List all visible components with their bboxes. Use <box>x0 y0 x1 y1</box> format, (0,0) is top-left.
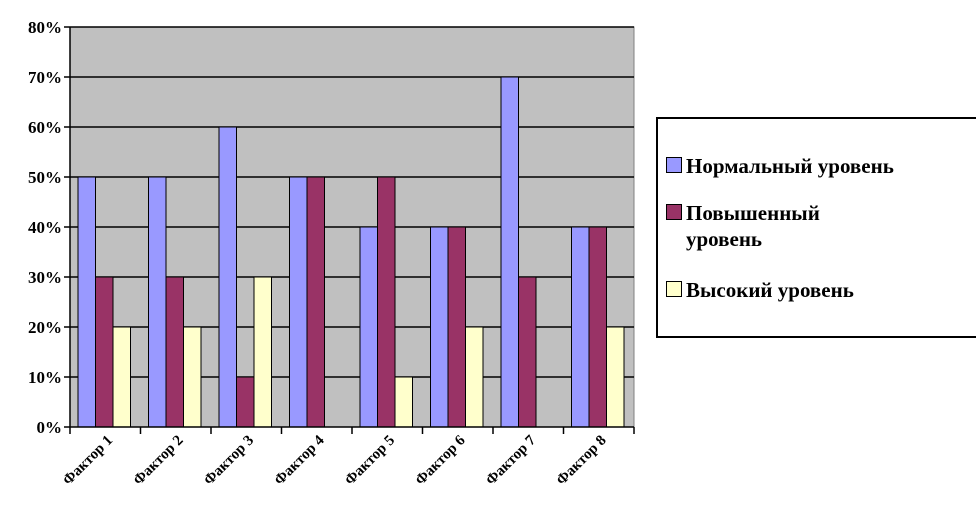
bar <box>377 176 396 428</box>
bar <box>148 176 167 428</box>
legend-swatch-normal <box>666 157 682 173</box>
bar <box>112 326 131 428</box>
bar <box>465 326 484 428</box>
x-category-label: Фактор 3 <box>201 433 257 489</box>
bar <box>447 226 466 428</box>
y-tick-label: 40% <box>28 218 62 237</box>
y-axis-ticks: 0% 10% 20% 30% 40% 50% 60% 70% 80% <box>28 18 70 437</box>
y-tick-label: 80% <box>28 18 62 37</box>
bar <box>95 276 114 428</box>
legend-item-normal: Нормальный уровень <box>666 153 976 179</box>
legend-item-elevated: Повышенный уровень <box>666 200 876 252</box>
x-category-label: Фактор 1 <box>60 433 116 489</box>
bar <box>430 226 449 428</box>
legend: Нормальный уровень Повышенный уровень Вы… <box>656 117 976 338</box>
bar <box>218 126 237 428</box>
bar <box>588 226 607 428</box>
bar <box>571 226 590 428</box>
y-tick-label: 30% <box>28 268 62 287</box>
bar <box>236 376 255 428</box>
x-category-label: Фактор 2 <box>131 433 187 489</box>
y-tick-label: 70% <box>28 68 62 87</box>
legend-label-elevated: Повышенный уровень <box>686 201 820 251</box>
bars <box>77 76 625 428</box>
bar <box>77 176 96 428</box>
x-category-label: Фактор 5 <box>342 433 398 489</box>
bar <box>183 326 202 428</box>
legend-label-high: Высокий уровень <box>686 278 854 302</box>
bar <box>253 276 272 428</box>
bar <box>500 76 519 428</box>
y-tick-label: 0% <box>37 418 63 437</box>
x-category-label: Фактор 4 <box>272 432 328 488</box>
y-tick-label: 50% <box>28 168 62 187</box>
x-axis-ticks: Фактор 1 Фактор 2 Фактор 3 Фактор 4 Фактор 5… <box>60 427 635 489</box>
legend-item-high: Высокий уровень <box>666 277 976 303</box>
y-tick-label: 60% <box>28 118 62 137</box>
bar <box>606 326 625 428</box>
legend-swatch-elevated <box>666 204 682 220</box>
bar <box>359 226 378 428</box>
y-tick-label: 10% <box>28 368 62 387</box>
bar <box>289 176 308 428</box>
bar <box>518 276 537 428</box>
x-category-label: Фактор 7 <box>483 432 539 488</box>
x-category-label: Фактор 8 <box>554 433 610 489</box>
legend-label-normal: Нормальный уровень <box>686 154 894 178</box>
y-tick-label: 20% <box>28 318 62 337</box>
bar <box>306 176 325 428</box>
x-category-label: Фактор 6 <box>413 432 469 488</box>
bar <box>394 376 413 428</box>
legend-swatch-high <box>666 281 682 297</box>
bar <box>165 276 184 428</box>
